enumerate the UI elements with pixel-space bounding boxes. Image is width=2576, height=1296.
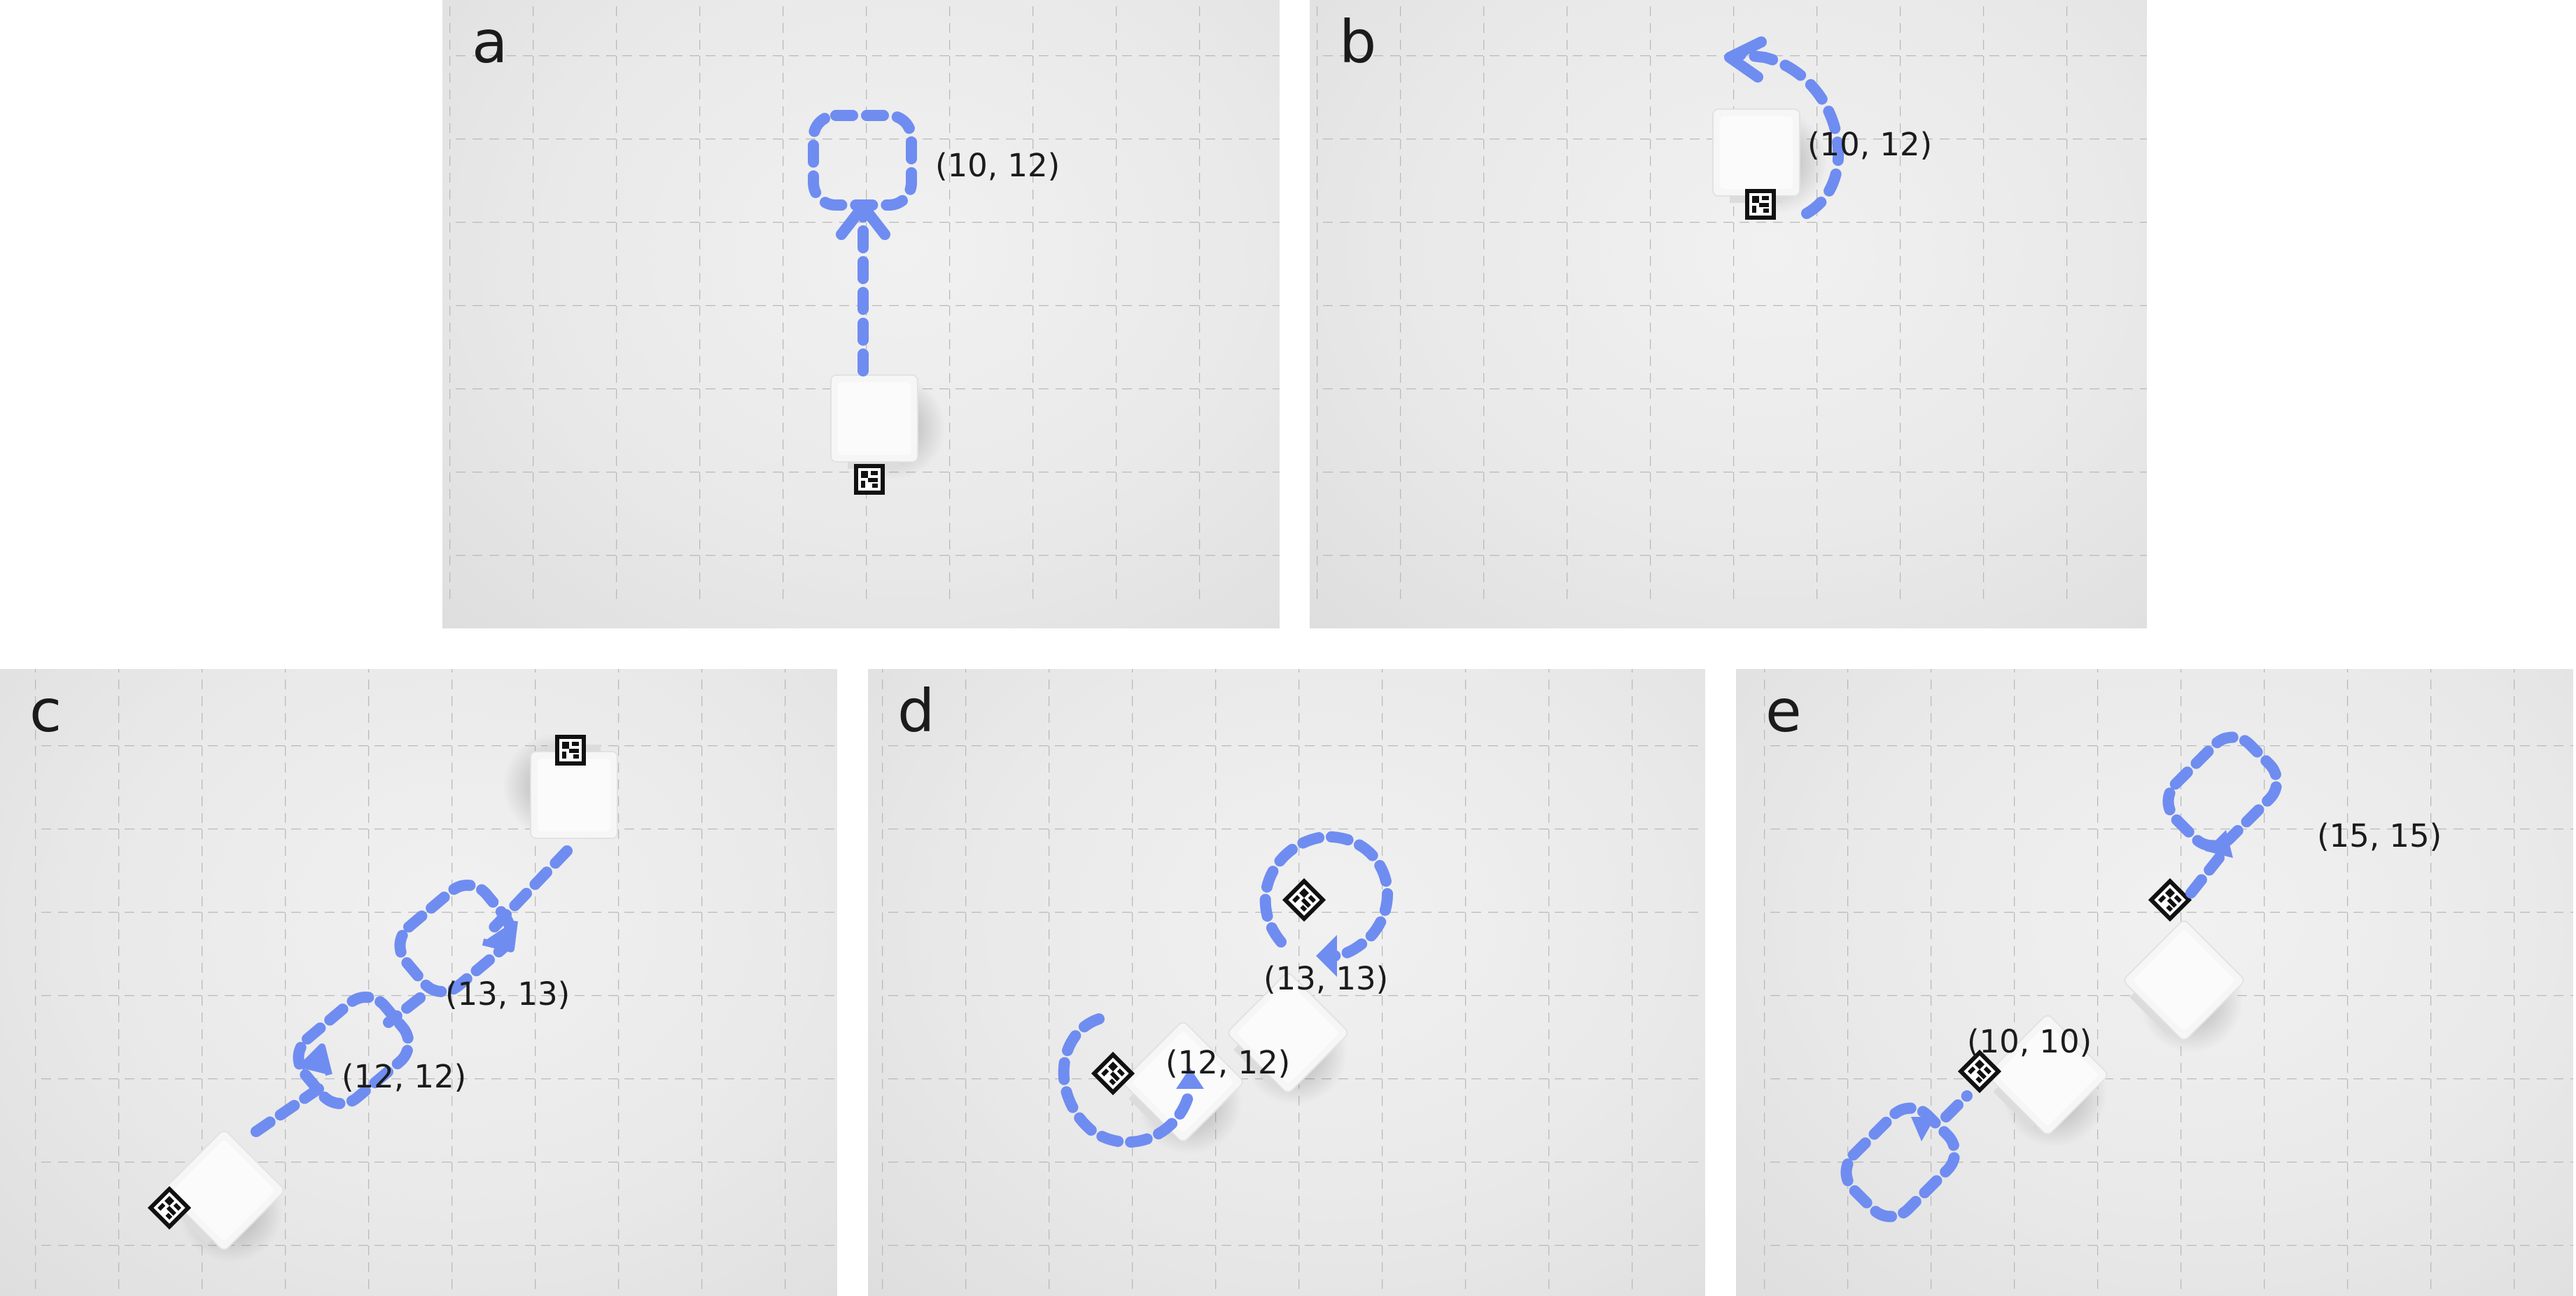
- dashed-path-arrow-icon: [808, 110, 917, 376]
- fiducial-marker-icon: [854, 464, 885, 495]
- panel-b: b (10, 12): [1310, 0, 2147, 628]
- panel-label: c: [29, 677, 62, 745]
- overlay-b: [1712, 36, 1844, 220]
- fiducial-marker-icon: [1745, 189, 1776, 220]
- dashed-path-arrow-icon: [246, 845, 573, 1140]
- overlay-e: [1840, 731, 2283, 1223]
- panel-label: d: [897, 677, 935, 745]
- overlay-c: [147, 733, 618, 1286]
- dashed-path-arrow-icon: [1840, 731, 2283, 1223]
- dashed-path-arrow-icon: [1735, 49, 1844, 219]
- grid-floor: [1317, 0, 2147, 600]
- panel-label: b: [1339, 8, 1377, 76]
- coordinate-label: (13, 13): [1264, 960, 1389, 997]
- fiducial-marker-icon: [2148, 878, 2192, 922]
- dashed-path-arrow-icon: [1058, 831, 1394, 1148]
- panel-e: e (15, 15) (10, 10): [1736, 669, 2573, 1296]
- coordinate-label: (10, 10): [1967, 1023, 2092, 1060]
- panel-label: e: [1765, 677, 1802, 745]
- robot-cube-icon: [2108, 918, 2266, 1076]
- coordinate-label: (10, 12): [1807, 126, 1933, 163]
- coordinate-label: (10, 12): [935, 147, 1060, 184]
- coordinate-label: (12, 12): [1166, 1044, 1291, 1081]
- coordinate-label: (13, 13): [445, 975, 570, 1013]
- panel-d: d (13, 13) (12, 12): [868, 669, 1705, 1296]
- panel-label: a: [472, 8, 508, 76]
- overlay-a: [808, 110, 946, 495]
- panel-a: a (10, 12): [442, 0, 1280, 628]
- fiducial-marker-icon: [1282, 878, 1326, 922]
- overlay-d: [1058, 831, 1394, 1177]
- robot-cube-icon: [830, 374, 946, 481]
- panel-c: c (13, 13) (12, 12): [0, 669, 837, 1296]
- coordinate-label: (15, 15): [2317, 817, 2442, 854]
- coordinate-label: (12, 12): [342, 1058, 467, 1095]
- fiducial-marker-icon: [555, 735, 586, 766]
